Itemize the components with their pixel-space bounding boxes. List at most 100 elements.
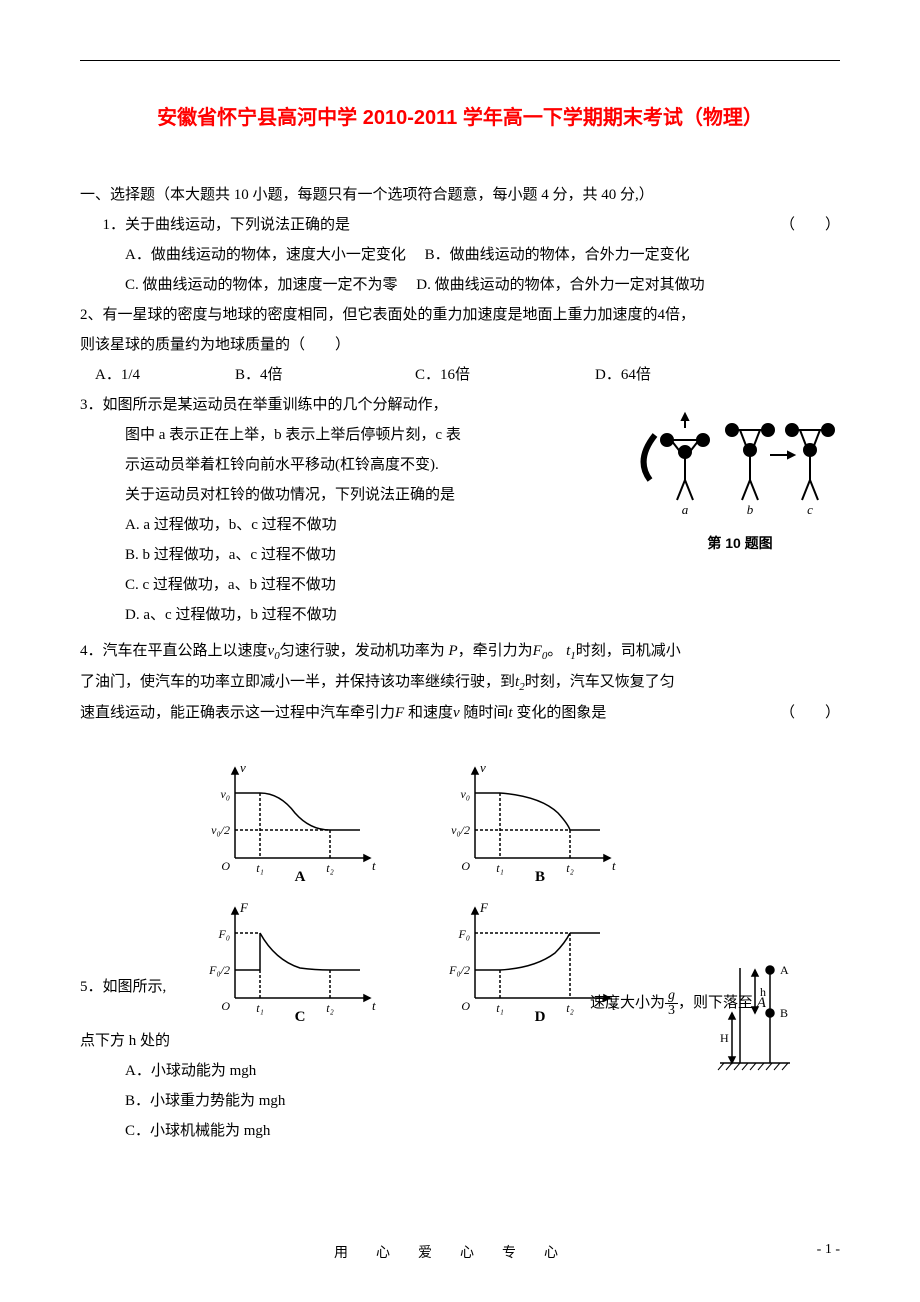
q4-t2: t2 — [515, 674, 525, 690]
chart-panel-A: v v₀ v₀/2 O t₁ t₂ t A — [200, 758, 400, 888]
q4-v: v — [453, 705, 460, 721]
svg-text:v₀: v₀ — [461, 787, 471, 801]
q2-optC: C．16倍 — [415, 360, 595, 390]
svg-text:B: B — [780, 1006, 788, 1020]
chart-grid: v v₀ v₀/2 O t₁ t₂ t A — [200, 758, 640, 1028]
svg-text:v₀/2: v₀/2 — [211, 823, 230, 837]
svg-text:F: F — [479, 900, 489, 915]
q1-options-row1: A．做曲线运动的物体，速度大小一定变化 B．做曲线运动的物体，合外力一定变化 — [80, 240, 840, 270]
q4-l1b: 匀速行驶，发动机功率为 — [280, 643, 445, 659]
q4-l1e: 时刻，司机减小 — [576, 643, 681, 659]
q3-fig-label-a: a — [682, 502, 689, 517]
chart-A-svg: v v₀ v₀/2 O t₁ t₂ t — [200, 758, 380, 878]
q4-l2a: 了油门，使汽车的功率立即减小一半，并保持该功率继续行驶，到 — [80, 674, 515, 690]
q5-figure: A B h H — [710, 958, 800, 1078]
q4-P: P — [448, 643, 457, 659]
svg-text:F₀/2: F₀/2 — [448, 963, 470, 977]
q4-line3: 速直线运动，能正确表示这一过程中汽车牵引力F 和速度v 随时间t 变化的图象是 … — [80, 698, 840, 728]
q3-figure: a b c 第 10 题图 — [640, 410, 840, 557]
svg-text:F: F — [239, 900, 249, 915]
q1-stem: 1．关于曲线运动，下列说法正确的是 （ ） — [80, 210, 840, 240]
footer-page-number: - 1 - — [817, 1242, 840, 1258]
svg-text:H: H — [720, 1031, 729, 1045]
q5-tail: 点下方 h 处的 A．小球动能为 mgh B．小球重力势能为 mgh C．小球机… — [80, 1026, 285, 1146]
chart-B-label: B — [535, 862, 545, 892]
q1-optA: A．做曲线运动的物体，速度大小一定变化 — [125, 247, 406, 263]
svg-text:v: v — [480, 760, 486, 775]
q5-optA: A．小球动能为 mgh — [80, 1056, 285, 1086]
q1-stem-text: 1．关于曲线运动，下列说法正确的是 — [103, 217, 351, 233]
svg-text:t₂: t₂ — [566, 861, 574, 875]
q4-l3d: 变化的图象是 — [516, 705, 606, 721]
chart-panel-B: v v₀ v₀/2 O t₁ t₂ t B — [440, 758, 640, 888]
q5-prefix: 5．如图所示, — [80, 972, 190, 1002]
top-rule — [80, 60, 840, 61]
q3-fig-label-c: c — [807, 502, 813, 517]
svg-text:h: h — [760, 985, 766, 999]
section-1-heading: 一、选择题（本大题共 10 小题，每题只有一个选项符合题意，每小题 4 分，共 … — [80, 180, 840, 210]
q2-optD: D．64倍 — [595, 360, 735, 390]
svg-text:O: O — [221, 859, 230, 873]
q5-optB: B．小球重力势能为 mgh — [80, 1086, 285, 1116]
svg-text:t: t — [372, 998, 376, 1013]
svg-text:F₀: F₀ — [457, 927, 470, 941]
svg-text:t: t — [372, 858, 376, 873]
svg-text:F₀: F₀ — [217, 927, 230, 941]
svg-text:F₀/2: F₀/2 — [208, 963, 230, 977]
chart-panel-D: F F₀ F₀/2 O t₁ t₂ t D 速度大小为g3，则下落至 A — [440, 898, 640, 1028]
svg-text:t: t — [612, 858, 616, 873]
q4-F: F — [395, 705, 404, 721]
body: 一、选择题（本大题共 10 小题，每题只有一个选项符合题意，每小题 4 分，共 … — [80, 180, 840, 1058]
chart-C-label: C — [295, 1002, 306, 1032]
q2-optB: B．4倍 — [235, 360, 415, 390]
q2-stem-line1: 2、有一星球的密度与地球的密度相同，但它表面处的重力加速度是地面上重力加速度的4… — [80, 300, 840, 330]
svg-text:O: O — [461, 859, 470, 873]
q4-l1a: 4．汽车在平直公路上以速度 — [80, 643, 268, 659]
svg-text:O: O — [461, 999, 470, 1013]
q4-line2: 了油门，使汽车的功率立即减小一半，并保持该功率继续行驶，到t2时刻，汽车又恢复了… — [80, 667, 840, 698]
svg-text:t₁: t₁ — [496, 1001, 504, 1015]
q4-t1: t1 — [566, 643, 576, 659]
q3-optD: D. a、c 过程做功，b 过程不做功 — [80, 600, 840, 630]
q4-line1: 4．汽车在平直公路上以速度v0匀速行驶，发动机功率为 P，牵引力为F0。 t1时… — [80, 636, 840, 667]
q1-options-row2: C. 做曲线运动的物体，加速度一定不为零 D. 做曲线运动的物体，合外力一定对其… — [80, 270, 840, 300]
q3-optC: C. c 过程做功，a、b 过程不做功 — [80, 570, 840, 600]
q5-pole-icon: A B h H — [710, 958, 800, 1078]
q2-options: A．1/4 B．4倍 C．16倍 D．64倍 — [80, 360, 840, 390]
q3-block: 3．如图所示是某运动员在举重训练中的几个分解动作， 图中 a 表示正在上举，b … — [80, 390, 840, 630]
svg-text:O: O — [221, 999, 230, 1013]
q3-figure-caption: 第 10 题图 — [640, 529, 840, 557]
svg-text:t₁: t₁ — [256, 1001, 264, 1015]
svg-text:t₁: t₁ — [496, 861, 504, 875]
q5-frac: g3 — [665, 989, 678, 1018]
weightlifter-icon: a b c — [640, 410, 840, 520]
q4-l3a: 速直线运动，能正确表示这一过程中汽车牵引力 — [80, 705, 395, 721]
q1-optB: B．做曲线运动的物体，合外力一定变化 — [425, 247, 690, 263]
svg-text:t₁: t₁ — [256, 861, 264, 875]
q1-paren: （ ） — [780, 210, 840, 240]
chart-A-label: A — [295, 862, 306, 892]
q4-paren: （ ） — [780, 698, 840, 728]
svg-text:t₂: t₂ — [566, 1001, 574, 1015]
q4-l3c: 随时间 — [463, 705, 508, 721]
chart-B-svg: v v₀ v₀/2 O t₁ t₂ t — [440, 758, 620, 878]
svg-text:A: A — [780, 963, 789, 977]
chart-D-label: D — [535, 1002, 546, 1032]
q4-l1c: ，牵引力为 — [458, 643, 533, 659]
footer-center: 用心爱心专心 — [80, 1242, 840, 1262]
svg-text:t₂: t₂ — [326, 1001, 334, 1015]
svg-text:t₂: t₂ — [326, 861, 334, 875]
svg-text:v: v — [240, 760, 246, 775]
q5-tail-text: 点下方 h 处的 — [80, 1026, 285, 1056]
charts-area: v v₀ v₀/2 O t₁ t₂ t A — [80, 758, 840, 1058]
q4-l1d: 。 — [547, 643, 562, 659]
q1-optD: D. 做曲线运动的物体，合外力一定对其做功 — [416, 277, 704, 293]
q3-fig-label-b: b — [747, 502, 754, 517]
chart-C-svg: F F₀ F₀/2 O t₁ t₂ t — [200, 898, 380, 1018]
svg-text:v₀/2: v₀/2 — [451, 823, 470, 837]
q4-v0: v0 — [268, 643, 280, 659]
svg-text:v₀: v₀ — [221, 787, 231, 801]
q4-l3b: 和速度 — [408, 705, 453, 721]
q4-t: t — [508, 705, 512, 721]
chart-panel-C: 5．如图所示, — [200, 898, 400, 1028]
